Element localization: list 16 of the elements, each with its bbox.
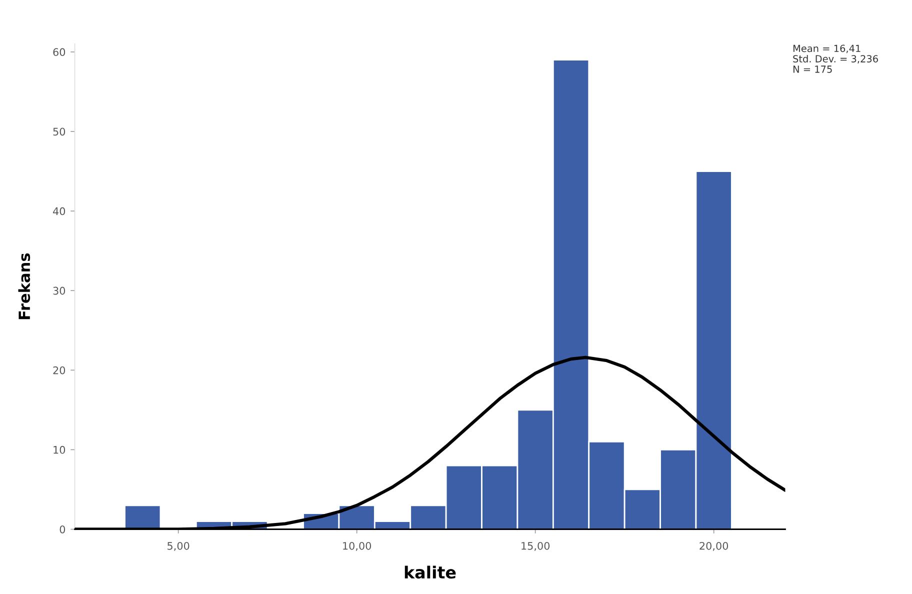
y-tick-label: 10 [54,446,66,454]
x-axis-title: kalite [404,566,456,579]
text: Std. Dev. = 3,236 [793,54,878,64]
y-axis-title: Frekans [18,253,30,320]
x-tick-label: 10,00 [343,542,372,551]
text: N = 175 [793,66,832,73]
x-tick-label: 5,00 [168,542,190,551]
y-tick-label: 40 [53,207,66,216]
y-tick-label: 30 [53,286,66,295]
y-tick-label: 60 [53,48,66,56]
y-tick-label: 20 [53,366,66,374]
x-tick-label: 15,00 [522,542,550,551]
x-tick-label: 20,00 [700,542,728,551]
y-tick-label: 50 [53,128,66,136]
y-tick-label: 0 [60,525,66,534]
text: Mean = 16,41 [793,44,860,54]
